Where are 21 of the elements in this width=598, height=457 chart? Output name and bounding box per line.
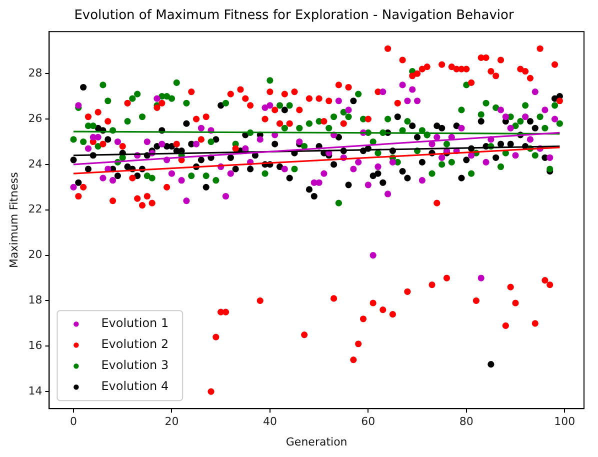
y-tick-label: 16 [28,339,42,352]
x-tick-label: 20 [164,415,179,428]
y-tick-label: 14 [28,384,42,398]
x-tick-label: 100 [554,415,576,428]
y-tick-label: 18 [28,294,42,307]
legend-label: Evolution 3 [101,358,169,372]
legend-label: Evolution 2 [101,337,169,352]
chart-title: Evolution of Maximum Fitness for Exploration - Navigation Behavior [74,8,514,24]
x-axis-title: Generation [286,435,348,448]
x-tick-label: 60 [361,415,376,428]
legend-label: Evolution 1 [101,316,169,330]
y-axis-title: Maximum Fitness [7,172,20,268]
y-tick-label: 24 [28,157,42,170]
x-tick-label: 80 [459,415,474,428]
y-tick-label: 26 [28,112,42,125]
y-tick-label: 20 [28,248,42,262]
y-tick-label: 28 [28,66,42,80]
x-tick-label: 0 [70,415,78,428]
y-tick-label: 22 [28,202,42,216]
legend-label: Evolution 4 [101,379,169,394]
x-tick-label: 40 [262,415,277,428]
